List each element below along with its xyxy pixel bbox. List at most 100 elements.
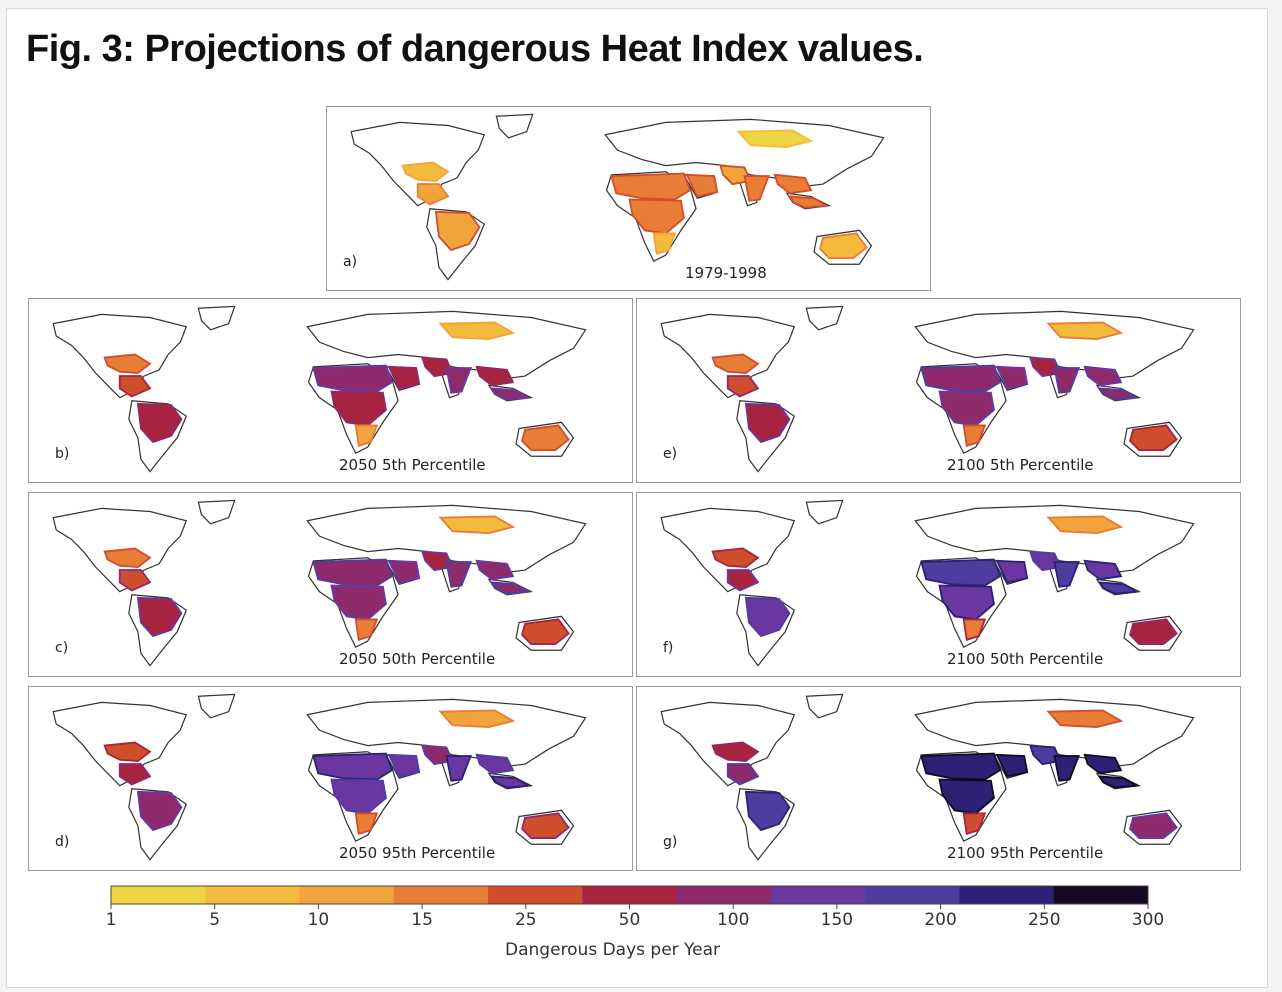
heat-region	[420, 744, 454, 766]
panel-letter: f)	[663, 640, 674, 656]
panel-caption: 2100 95th Percentile	[947, 844, 1104, 862]
heat-region	[103, 547, 152, 568]
heat-region	[1028, 744, 1062, 766]
heat-region	[354, 618, 379, 641]
map-panel-d: d) 2050 95th Percentile	[28, 686, 633, 871]
heat-region	[1083, 753, 1123, 775]
map-panel-c: c) 2050 50th Percentile	[28, 492, 633, 677]
heat-region	[1028, 550, 1062, 572]
heat-region	[118, 763, 152, 786]
panel-caption: 2050 50th Percentile	[339, 650, 496, 668]
heat-region	[312, 558, 394, 587]
heat-region	[387, 559, 421, 584]
heat-region	[1053, 755, 1080, 782]
heat-region	[718, 164, 752, 186]
heat-region	[726, 569, 760, 592]
colorbar-label: Dangerous Days per Year	[505, 940, 721, 960]
heat-region	[1129, 424, 1178, 452]
heat-region	[652, 232, 677, 255]
world-map-f	[660, 499, 1195, 667]
heat-region	[118, 569, 152, 592]
heat-region	[1053, 367, 1080, 394]
heat-region	[744, 790, 791, 832]
heat-region	[920, 752, 1002, 781]
heat-region	[736, 129, 814, 149]
colorbar-tick-label: 300	[1131, 910, 1165, 930]
heat-region	[312, 364, 394, 393]
heat-region	[312, 752, 394, 781]
heat-region	[962, 618, 987, 641]
heat-region	[920, 558, 1002, 587]
heat-region	[711, 353, 760, 374]
map-panel-f: f) 2100 50th Percentile	[636, 492, 1241, 677]
heat-region	[1097, 581, 1139, 595]
heat-region	[1083, 365, 1123, 387]
heat-region	[962, 424, 987, 447]
heat-region	[744, 596, 791, 638]
heat-region	[1129, 812, 1178, 840]
heat-region	[995, 753, 1029, 778]
colorbar-tick-label: 200	[924, 910, 957, 930]
heat-region	[1129, 618, 1178, 646]
panel-caption: 1979-1998	[685, 264, 767, 282]
colorbar-tick-label: 100	[716, 910, 750, 930]
heat-region	[387, 753, 421, 778]
panel-letter: g)	[663, 834, 678, 850]
heat-region	[103, 353, 152, 374]
panel-letter: a)	[343, 254, 358, 270]
heat-region	[489, 581, 531, 595]
heat-region	[1046, 321, 1124, 341]
heat-region	[475, 559, 515, 581]
heat-region	[401, 161, 450, 182]
heat-region	[962, 812, 987, 835]
heat-region	[438, 321, 516, 341]
colorbar-tick-label: 15	[411, 910, 433, 930]
heat-region	[726, 763, 760, 786]
world-map-a	[350, 113, 885, 281]
heat-region	[685, 173, 719, 198]
colorbar-tick-label: 5	[209, 910, 221, 930]
heat-region	[136, 790, 183, 832]
heat-region	[445, 367, 472, 394]
heat-region	[420, 550, 454, 572]
heat-region	[1083, 559, 1123, 581]
heat-region	[819, 232, 868, 260]
heat-region	[420, 356, 454, 378]
panel-caption: 2100 50th Percentile	[947, 650, 1104, 668]
heat-region	[489, 387, 531, 401]
heat-region	[726, 375, 760, 398]
world-map-d	[52, 693, 587, 861]
map-panel-a: a) 1979-1998	[326, 106, 931, 291]
colorbar-tick-label: 25	[514, 910, 537, 930]
heat-region	[995, 365, 1029, 390]
heat-region	[1097, 775, 1139, 789]
panel-caption: 2100 5th Percentile	[947, 456, 1094, 474]
panel-letter: d)	[55, 834, 70, 850]
land-outline	[805, 499, 844, 525]
heat-region	[1053, 561, 1080, 588]
heat-region	[445, 755, 472, 782]
heat-region	[711, 741, 760, 762]
world-map-c	[52, 499, 587, 667]
heat-region	[416, 183, 450, 206]
land-outline	[805, 305, 844, 331]
map-panel-g: g) 2100 95th Percentile	[636, 686, 1241, 871]
heat-region	[475, 753, 515, 775]
heat-region	[1097, 387, 1139, 401]
heat-region	[1046, 709, 1124, 729]
figure-title: Fig. 3: Projections of dangerous Heat In…	[26, 28, 924, 70]
heat-region	[354, 424, 379, 447]
heat-region	[136, 596, 183, 638]
panel-letter: c)	[55, 640, 69, 656]
heat-region	[920, 364, 1002, 393]
colorbar-tick-label: 1	[105, 910, 117, 930]
land-outline	[805, 693, 844, 719]
heat-region	[744, 402, 791, 444]
heat-region	[118, 375, 152, 398]
heat-region	[521, 812, 570, 840]
heat-region	[610, 172, 692, 201]
world-map-b	[52, 305, 587, 473]
world-map-e	[660, 305, 1195, 473]
heat-region	[521, 424, 570, 452]
panel-letter: e)	[663, 446, 678, 462]
